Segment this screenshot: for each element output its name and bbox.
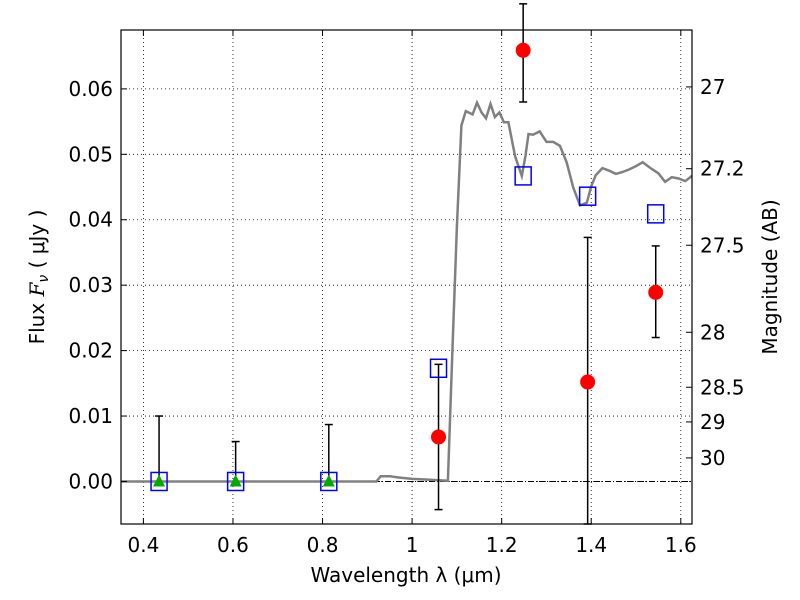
right-tick-label: 27 xyxy=(700,75,725,99)
y-tick-label: 0.00 xyxy=(68,469,113,493)
right-tick-label: 29 xyxy=(700,410,725,434)
right-tick-label: 28.5 xyxy=(700,375,745,399)
y-tick-label: 0.06 xyxy=(68,77,113,101)
x-tick-label: 0.8 xyxy=(307,533,339,557)
y-axis-label-subscript: ν xyxy=(36,275,52,283)
model-photometry-square xyxy=(578,186,597,206)
model-photometry-square xyxy=(429,358,448,379)
upper-limit-triangle xyxy=(153,474,166,487)
y-tick-label: 0.01 xyxy=(68,404,113,428)
y-axis-label-prefix: Flux xyxy=(25,296,49,344)
detection-point xyxy=(648,284,664,300)
plot-frame xyxy=(120,29,693,525)
right-tick-label: 27.2 xyxy=(700,157,745,181)
y-axis-label-symbol: F xyxy=(25,281,49,297)
y-tick-label: 0.03 xyxy=(68,273,113,297)
right-axis-label: Magnitude (AB) xyxy=(758,199,782,354)
model-photometry-square xyxy=(320,471,338,492)
y-axis-label-suffix: ( μJy ) xyxy=(25,210,49,275)
y-tick-label: 0.05 xyxy=(68,142,113,166)
y-tick-label: 0.04 xyxy=(68,208,113,232)
right-tick-label: 30 xyxy=(700,446,725,470)
x-tick-label: 1 xyxy=(406,533,419,557)
model-photometry-square xyxy=(150,471,168,492)
model-photometry-square xyxy=(226,471,245,492)
x-tick-label: 0.6 xyxy=(217,533,249,557)
x-tick-label: 1.6 xyxy=(665,533,697,557)
upper-limit-triangle xyxy=(322,474,335,487)
right-tick-label: 27.5 xyxy=(700,233,745,257)
plot-background xyxy=(121,30,692,524)
model-spectrum-line xyxy=(121,99,693,483)
detection-point xyxy=(515,42,531,58)
x-tick-label: 1.2 xyxy=(486,533,518,557)
x-tick-label: 0.4 xyxy=(127,533,159,557)
x-tick-label: 1.4 xyxy=(575,533,607,557)
model-photometry-square xyxy=(646,204,665,224)
right-tick-label: 28 xyxy=(700,320,725,344)
axis-ticks: 0.4 0.6 0.8 1 1.2 1.4 1.6 0.00 0.01 0.02 0.03 0.04 0… xyxy=(68,30,745,557)
data-marks xyxy=(150,3,665,525)
y-axis-label: Flux Fν ( μJy ) xyxy=(25,210,52,345)
detection-point xyxy=(580,374,596,390)
upper-limit-triangle xyxy=(229,474,242,487)
detection-point xyxy=(431,429,447,445)
y-tick-label: 0.02 xyxy=(68,339,113,363)
x-axis-label: Wavelength λ (μm) xyxy=(310,563,501,587)
model-photometry-square xyxy=(514,166,532,186)
